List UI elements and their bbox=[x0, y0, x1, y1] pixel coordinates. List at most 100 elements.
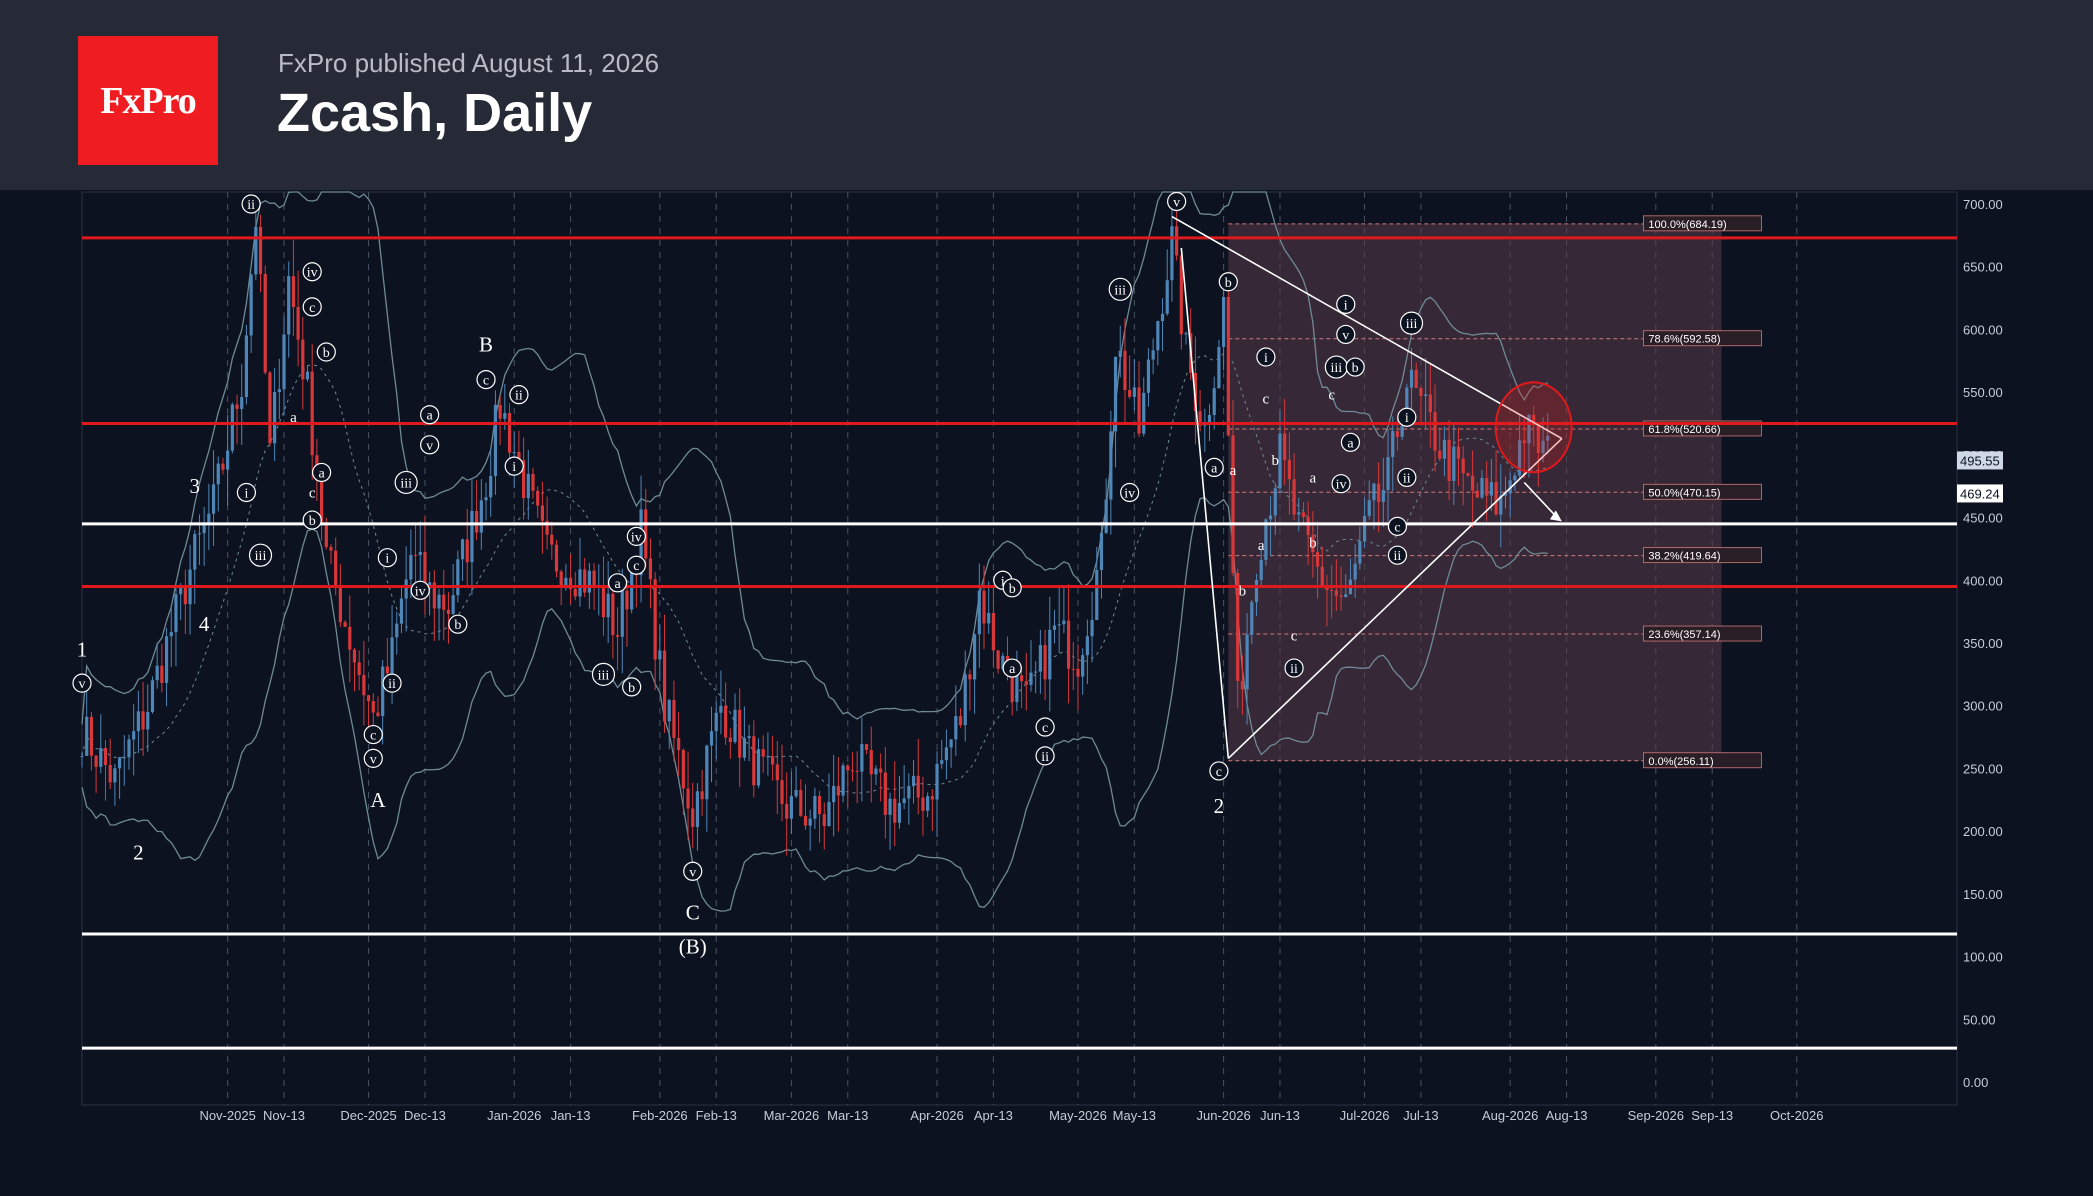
candle-body-192 bbox=[982, 590, 986, 624]
wave-label-circle-7 bbox=[248, 543, 273, 567]
wave-label-32: iii bbox=[598, 668, 610, 683]
candle-body-218 bbox=[1104, 499, 1108, 533]
candle-body-253 bbox=[1268, 515, 1273, 520]
candle-body-281 bbox=[1400, 425, 1404, 437]
wave-label-66: c bbox=[1394, 520, 1400, 535]
candle-body-277 bbox=[1381, 489, 1385, 502]
candle-body-179 bbox=[921, 797, 925, 811]
wave-label-10: a bbox=[290, 410, 297, 426]
candle-body-131 bbox=[695, 791, 700, 827]
wave-label-46: a bbox=[1211, 461, 1218, 476]
candle-body-25 bbox=[197, 533, 202, 535]
y-tick-label-0: 0.00 bbox=[1963, 1075, 1988, 1090]
wave-label-circle-14 bbox=[302, 510, 322, 530]
candle-body-53 bbox=[329, 546, 333, 551]
candle-body-113 bbox=[611, 593, 615, 635]
wave-label-circle-68 bbox=[1397, 407, 1417, 427]
candle-body-122 bbox=[653, 579, 657, 660]
wave-label-50: b bbox=[1239, 583, 1247, 599]
wave-label-49: a bbox=[1230, 463, 1237, 479]
wave-label-48: 2 bbox=[1214, 794, 1225, 818]
candle-body-107 bbox=[583, 569, 587, 593]
candle-body-276 bbox=[1377, 483, 1381, 502]
wave-label-64: a bbox=[1347, 436, 1354, 451]
wave-label-circle-30 bbox=[626, 555, 646, 575]
wave-label-circle-26 bbox=[476, 370, 496, 390]
candle-body-125 bbox=[667, 699, 671, 722]
wave-label-circle-39 bbox=[1002, 658, 1022, 678]
wave-label-circle-18 bbox=[363, 748, 383, 768]
candle-body-305 bbox=[1513, 475, 1517, 481]
candle-body-70 bbox=[409, 554, 413, 580]
candle-body-231 bbox=[1165, 280, 1169, 314]
candle-body-95 bbox=[526, 473, 530, 499]
candle-body-129 bbox=[686, 788, 690, 809]
candle-body-135 bbox=[714, 712, 718, 732]
wave-label-circle-56 bbox=[1284, 658, 1304, 678]
fxpro-logo[interactable]: FxPro bbox=[78, 36, 218, 165]
wave-label-56: ii bbox=[1290, 662, 1298, 677]
x-tick-label-22: Oct-2026 bbox=[1770, 1108, 1823, 1123]
candle-body-255 bbox=[1278, 433, 1282, 489]
candle-body-159 bbox=[827, 802, 831, 827]
candle-body-9 bbox=[122, 757, 126, 759]
candle-body-264 bbox=[1320, 566, 1324, 588]
candle-body-201 bbox=[1024, 681, 1028, 685]
candle-body-147 bbox=[771, 756, 775, 765]
candle-body-168 bbox=[869, 749, 873, 775]
wave-label-circle-23 bbox=[420, 435, 440, 455]
x-tick-label-1: Nov-13 bbox=[263, 1108, 305, 1123]
candle-body-96 bbox=[531, 473, 535, 491]
candle-body-38 bbox=[258, 226, 263, 275]
candle-body-2 bbox=[89, 716, 93, 756]
candle-body-87 bbox=[489, 476, 493, 498]
candle-body-5 bbox=[103, 747, 108, 765]
candle-body-275 bbox=[1372, 483, 1376, 501]
candle-body-151 bbox=[789, 796, 793, 819]
candle-body-307 bbox=[1522, 440, 1526, 444]
wave-label-54: b bbox=[1272, 453, 1280, 469]
price-tag-box-0 bbox=[1957, 451, 2003, 470]
candle-body-214 bbox=[1085, 636, 1089, 656]
fib-label-box-5 bbox=[1643, 625, 1762, 642]
wave-label-24: b bbox=[454, 618, 461, 633]
candle-body-299 bbox=[1485, 478, 1489, 496]
candle-body-262 bbox=[1311, 535, 1315, 553]
x-tick-label-10: Apr-2026 bbox=[910, 1108, 963, 1123]
candle-body-80 bbox=[456, 559, 460, 596]
wave-label-55: c bbox=[1291, 628, 1298, 644]
wave-label-circle-27 bbox=[509, 385, 529, 405]
wave-label-circle-64 bbox=[1340, 432, 1361, 452]
wave-label-33: b bbox=[628, 681, 635, 696]
candle-body-41 bbox=[273, 391, 277, 444]
candle-body-79 bbox=[451, 595, 455, 614]
triangle-left-line bbox=[1180, 247, 1230, 759]
wave-label-69: ii bbox=[1403, 471, 1411, 486]
candle-body-112 bbox=[606, 593, 610, 618]
candle-body-271 bbox=[1353, 563, 1357, 580]
wave-label-5: ii bbox=[247, 198, 255, 213]
candle-body-243 bbox=[1222, 296, 1226, 348]
y-tick-label-8: 400.00 bbox=[1963, 573, 2003, 588]
candle-body-56 bbox=[343, 622, 347, 627]
wave-label-14: b bbox=[309, 514, 316, 529]
candle-body-6 bbox=[108, 764, 112, 783]
candle-body-45 bbox=[291, 276, 296, 308]
fib-label-3: 50.0%(470.15) bbox=[1648, 487, 1720, 499]
wave-label-11: b bbox=[323, 346, 330, 361]
candle-body-207 bbox=[1052, 625, 1057, 630]
candle-body-124 bbox=[662, 650, 667, 722]
candle-body-26 bbox=[202, 522, 206, 534]
candle-body-133 bbox=[705, 745, 709, 800]
y-tick-label-11: 550.00 bbox=[1963, 385, 2003, 400]
candle-body-188 bbox=[963, 674, 967, 726]
candle-body-185 bbox=[949, 739, 953, 748]
candle-body-28 bbox=[211, 484, 216, 514]
candle-body-175 bbox=[902, 798, 906, 804]
candle-body-210 bbox=[1066, 620, 1071, 669]
candle-body-252 bbox=[1264, 519, 1268, 560]
candle-body-57 bbox=[348, 626, 352, 650]
wave-label-circle-8 bbox=[302, 262, 322, 282]
candle-body-280 bbox=[1395, 431, 1400, 437]
